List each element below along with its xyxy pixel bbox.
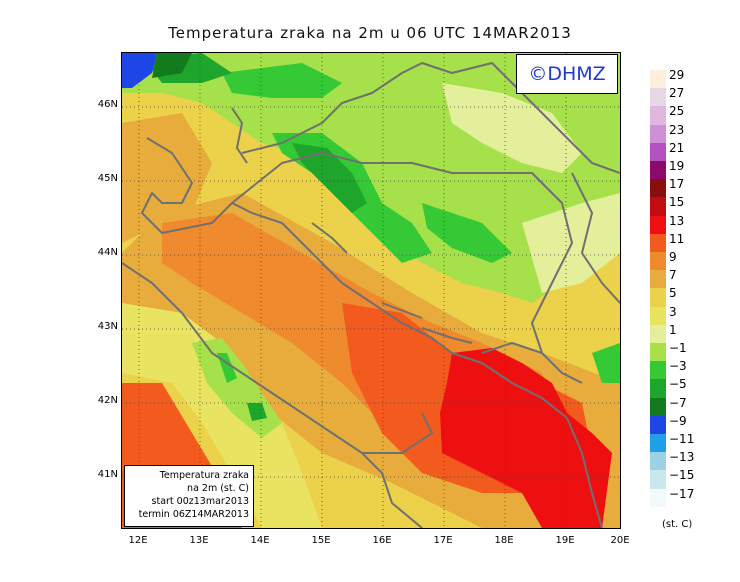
field-yellow-pale-north xyxy=(442,83,582,173)
legend-label: 13 xyxy=(669,213,685,228)
border-italy-slovenia xyxy=(231,107,248,164)
border-montenegro xyxy=(481,342,583,384)
lon-label-12e: 12E xyxy=(128,535,148,546)
legend-swatch xyxy=(650,106,666,125)
legend-label: 17 xyxy=(669,177,685,192)
info-box: Temperatura zraka na 2m (st. C) start 00… xyxy=(124,465,254,527)
info-line-title: Temperatura zraka xyxy=(159,470,249,481)
legend-swatch xyxy=(650,215,666,234)
field-green-ridge-3 xyxy=(422,203,512,263)
legend-swatch xyxy=(650,470,666,489)
legend-swatch xyxy=(650,488,666,507)
coast-islands-1 xyxy=(311,222,348,254)
coast-italy-east xyxy=(122,262,423,528)
legend-swatch xyxy=(650,415,666,434)
legend-label: −13 xyxy=(669,450,695,465)
legend-swatch xyxy=(650,288,666,307)
legend-label: −15 xyxy=(669,468,695,483)
lat-label-43n: 43N xyxy=(97,321,118,332)
coast-italy-heel xyxy=(362,412,433,454)
legend-swatch xyxy=(650,179,666,198)
legend-unit: (st. C) xyxy=(662,519,693,530)
legend-swatch xyxy=(650,197,666,216)
field-green-ridge-2 xyxy=(292,143,367,213)
legend-swatch xyxy=(650,70,666,89)
map-title: Temperatura zraka na 2m u 06 UTC 14MAR20… xyxy=(168,24,572,42)
legend-swatch xyxy=(650,379,666,398)
legend-swatch xyxy=(650,252,666,271)
lat-label-46n: 46N xyxy=(97,99,118,110)
temperature-field xyxy=(122,53,620,528)
border-albania xyxy=(566,417,603,528)
legend-label: 5 xyxy=(669,286,677,301)
legend-label: −7 xyxy=(669,395,687,410)
lat-label-42n: 42N xyxy=(97,395,118,406)
legend-label: 23 xyxy=(669,122,685,137)
coastlines xyxy=(122,62,620,528)
lon-label-17e: 17E xyxy=(433,535,453,546)
legend-label: 3 xyxy=(669,304,677,319)
legend-swatch xyxy=(650,324,666,343)
coast-islands-2 xyxy=(381,302,423,319)
legend-swatch xyxy=(650,88,666,107)
legend-label: 19 xyxy=(669,159,685,173)
legend-label: 1 xyxy=(669,322,677,337)
dhmz-watermark: ©DHMZ xyxy=(516,54,618,94)
field-green-apennines-dark-2 xyxy=(247,403,267,421)
border-slovenia-hungary xyxy=(241,62,620,174)
info-line-termin: termin 06Z14MAR2013 xyxy=(138,509,249,520)
lon-label-15e: 15E xyxy=(311,535,331,546)
border-bosnia xyxy=(231,152,573,354)
legend-swatch xyxy=(650,142,666,161)
field-green-east xyxy=(592,343,620,383)
legend-label: −1 xyxy=(669,341,687,355)
legend-swatch xyxy=(650,452,666,471)
legend-label: 25 xyxy=(669,104,685,119)
field-green-ridge-4 xyxy=(222,63,342,98)
lon-label-16e: 16E xyxy=(372,535,392,546)
lat-label-41n: 41N xyxy=(97,469,118,480)
lon-label-20e: 20E xyxy=(610,535,630,546)
legend-label: 27 xyxy=(669,86,685,101)
legend-label: 21 xyxy=(669,140,685,155)
field-green-dark-alps xyxy=(152,53,192,78)
legend-swatch xyxy=(650,161,666,180)
legend-label: 11 xyxy=(669,231,685,246)
legend-swatch xyxy=(650,270,666,289)
coast-croatia xyxy=(141,137,568,419)
legend-label: −5 xyxy=(669,377,687,392)
legend-swatch xyxy=(650,343,666,362)
lon-label-18e: 18E xyxy=(494,535,514,546)
lon-label-14e: 14E xyxy=(250,535,270,546)
info-line-unit: na 2m (st. C) xyxy=(187,483,249,494)
lon-label-19e: 19E xyxy=(555,535,575,546)
field-yellow-italy xyxy=(122,303,322,528)
coast-islands-3 xyxy=(421,327,473,344)
lat-label-44n: 44N xyxy=(97,247,118,258)
legend-swatch xyxy=(650,124,666,143)
lon-label-13e: 13E xyxy=(189,535,209,546)
legend-swatch xyxy=(650,233,666,252)
legend-swatch xyxy=(650,306,666,325)
legend-label: 9 xyxy=(669,250,677,264)
info-line-start: start 00z13mar2013 xyxy=(151,496,249,507)
lat-label-45n: 45N xyxy=(97,173,118,184)
temperature-map xyxy=(121,52,621,529)
legend-label: 7 xyxy=(669,268,677,283)
legend-label: 29 xyxy=(669,68,685,82)
legend-swatch xyxy=(650,434,666,453)
legend-label: −9 xyxy=(669,413,687,428)
legend-swatch xyxy=(650,361,666,380)
legend-label: −11 xyxy=(669,432,695,446)
border-serbia xyxy=(571,172,620,304)
field-red-balkan xyxy=(440,348,612,528)
legend-label: −3 xyxy=(669,359,687,374)
legend-label: 15 xyxy=(669,195,685,210)
legend-label: −17 xyxy=(669,486,695,501)
legend-swatch xyxy=(650,397,666,416)
field-blue-alps xyxy=(122,53,157,88)
